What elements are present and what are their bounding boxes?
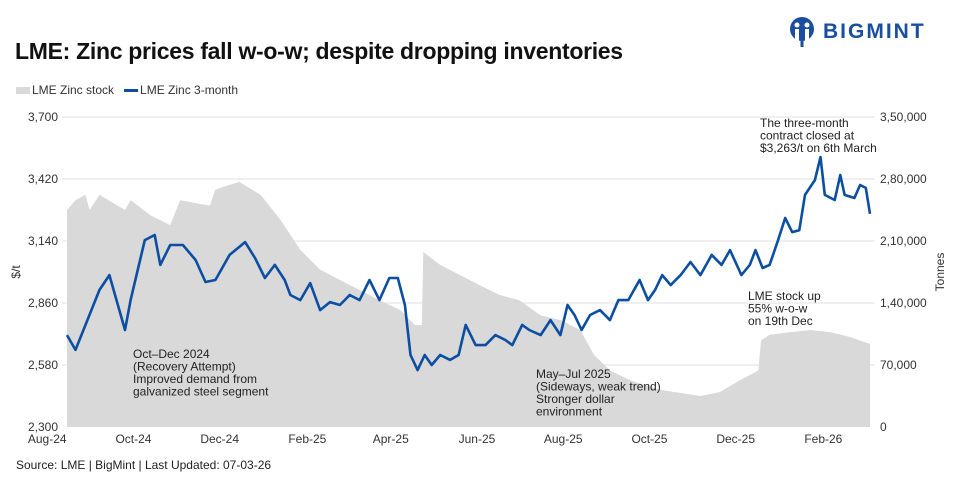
x-tick: Oct-25 bbox=[631, 432, 667, 446]
chart-title: LME: Zinc prices fall w-o-w; despite dro… bbox=[15, 38, 623, 64]
y-right-tick: 0 bbox=[880, 420, 887, 434]
x-tick: Jun-25 bbox=[459, 432, 496, 446]
legend: LME Zinc stock LME Zinc 3-month bbox=[16, 83, 238, 97]
y-right-tick: 2,10,000 bbox=[880, 234, 927, 248]
legend-swatch-price bbox=[124, 88, 139, 92]
y-right-tick: 3,50,000 bbox=[880, 110, 927, 124]
y-right-tick: 70,000 bbox=[880, 358, 917, 372]
x-tick: Apr-25 bbox=[373, 432, 409, 446]
annotation-text: Stronger dollar bbox=[536, 392, 615, 406]
annotation-text: The three-month bbox=[760, 116, 849, 130]
x-tick: Dec-25 bbox=[716, 432, 755, 446]
annotation-text: $3,263/t on 6th March bbox=[760, 141, 877, 155]
legend-label-stock: LME Zinc stock bbox=[32, 83, 115, 97]
y-left-tick: 2,300 bbox=[28, 420, 58, 434]
y-right-label: Tonnes bbox=[933, 253, 947, 292]
y-left-tick: 3,140 bbox=[28, 234, 58, 248]
annotation-text: on 19th Dec bbox=[748, 314, 813, 328]
annotation-text: May–Jul 2025 bbox=[536, 367, 611, 381]
y-right-tick: 1,40,000 bbox=[880, 296, 927, 310]
stock-area bbox=[67, 182, 870, 427]
bigmint-logo-text: BIGMINT bbox=[823, 20, 926, 43]
annotation-text: contract closed at bbox=[760, 129, 855, 143]
price-line bbox=[65, 155, 872, 372]
annotation-text: environment bbox=[536, 405, 603, 419]
legend-label-price: LME Zinc 3-month bbox=[140, 83, 239, 97]
x-tick: Feb-25 bbox=[288, 432, 326, 446]
y-left-tick: 3,420 bbox=[28, 172, 58, 186]
annotation-text: Oct–Dec 2024 bbox=[133, 347, 210, 361]
y-left-label: $/t bbox=[9, 265, 23, 279]
y-left-tick: 2,580 bbox=[28, 358, 58, 372]
bigmint-logo: BIGMINT bbox=[787, 16, 926, 48]
y-right-tick: 2,80,000 bbox=[880, 172, 927, 186]
annotation-text: (Recovery Attempt) bbox=[133, 360, 236, 374]
legend-swatch-stock bbox=[16, 86, 30, 94]
annotation-text: LME stock up bbox=[748, 289, 821, 303]
x-tick: Feb-26 bbox=[804, 432, 842, 446]
x-tick: Aug-25 bbox=[544, 432, 583, 446]
x-tick: Oct-24 bbox=[115, 432, 151, 446]
annotation-text: Improved demand from bbox=[133, 372, 257, 386]
y-left-tick: 3,700 bbox=[28, 110, 58, 124]
annotation-text: (Sideways, weak trend) bbox=[536, 380, 661, 394]
x-tick: Dec-24 bbox=[200, 432, 239, 446]
bigmint-logo-icon bbox=[790, 17, 814, 47]
annotation-text: galvanized steel segment bbox=[133, 385, 269, 399]
annotation-text: 55% w-o-w bbox=[748, 302, 808, 316]
source-note: Source: LME | BigMint | Last Updated: 07… bbox=[16, 458, 272, 472]
y-left-tick: 2,860 bbox=[28, 296, 58, 310]
x-tick: Aug-24 bbox=[28, 432, 67, 446]
